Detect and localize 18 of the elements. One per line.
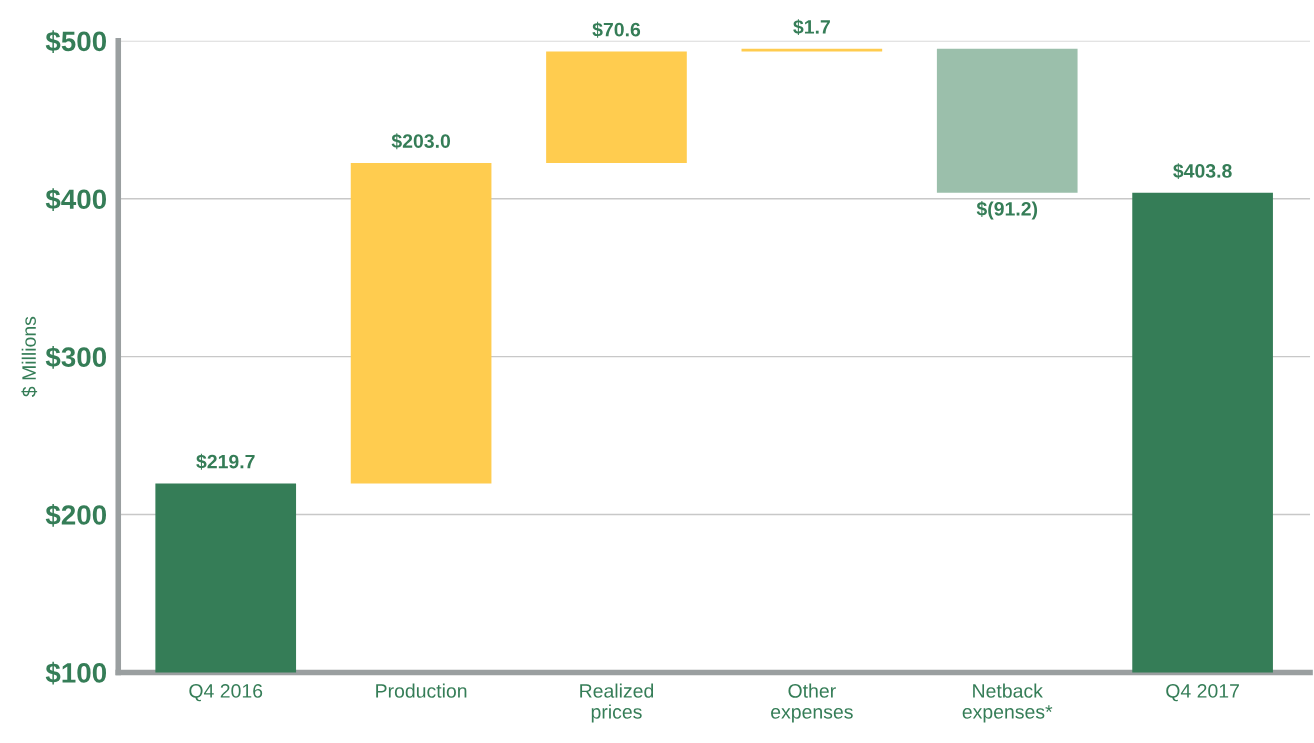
x-tick-label: Netback expenses*	[962, 683, 1053, 723]
data-label: $219.7	[196, 453, 255, 470]
data-label: $1.7	[793, 19, 830, 36]
data-label: $203.0	[391, 133, 451, 150]
x-tick-label: Realized prices	[580, 683, 654, 723]
data-label: $70.6	[592, 21, 641, 38]
x-tick-label: Q4 2016	[189, 684, 263, 702]
data-label: $(91.2)	[976, 201, 1038, 220]
y-tick-label: $200	[45, 503, 107, 527]
data-label: $403.8	[1173, 163, 1232, 180]
y-tick-label: $400	[45, 188, 107, 211]
y-tick-label: $300	[45, 346, 107, 369]
y-tick-label: $500	[45, 30, 107, 53]
x-tick-label: Other expenses	[771, 683, 853, 723]
y-tick-label: $100	[45, 661, 107, 685]
y-axis-title: $ Millions	[21, 316, 38, 397]
x-tick-label: Production	[376, 683, 467, 698]
x-tick-label: Q4 2017	[1166, 684, 1239, 702]
